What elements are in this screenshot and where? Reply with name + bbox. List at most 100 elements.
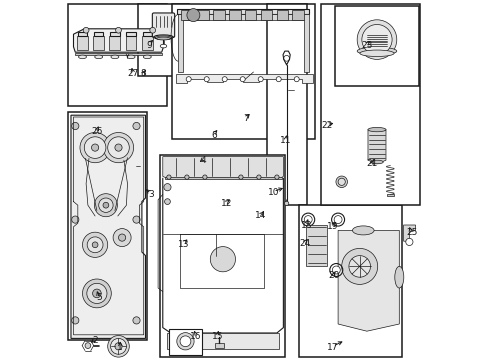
Bar (142, 36, 152, 50)
Text: 4: 4 (200, 156, 205, 165)
Bar (215, 343, 223, 348)
Bar (68, 4, 167, 106)
Text: 19: 19 (326, 222, 338, 231)
Circle shape (72, 216, 79, 223)
Text: 26: 26 (91, 127, 102, 136)
Bar (299, 205, 401, 357)
Circle shape (332, 266, 340, 274)
Ellipse shape (143, 55, 151, 59)
Text: 10: 10 (267, 188, 279, 197)
Circle shape (82, 232, 107, 257)
Circle shape (210, 247, 235, 272)
Circle shape (204, 77, 209, 82)
Circle shape (92, 289, 101, 298)
Circle shape (94, 194, 117, 217)
Circle shape (256, 175, 261, 179)
Text: 5: 5 (96, 292, 102, 302)
Ellipse shape (160, 44, 166, 48)
Polygon shape (197, 10, 208, 20)
Circle shape (356, 20, 396, 59)
Bar (93, 36, 104, 50)
Polygon shape (367, 130, 385, 164)
Ellipse shape (156, 37, 170, 40)
Text: 18: 18 (300, 220, 311, 230)
Polygon shape (75, 53, 162, 55)
Polygon shape (176, 74, 312, 83)
Bar (168, 329, 202, 355)
Polygon shape (228, 10, 240, 20)
Circle shape (91, 144, 99, 151)
Text: 12: 12 (221, 199, 232, 208)
Polygon shape (181, 10, 193, 20)
Circle shape (115, 343, 122, 350)
Text: 13: 13 (177, 240, 189, 249)
Circle shape (184, 175, 189, 179)
Polygon shape (244, 10, 256, 20)
Text: 21: 21 (366, 159, 377, 168)
Circle shape (82, 279, 111, 308)
Circle shape (84, 137, 106, 158)
Circle shape (85, 343, 91, 348)
Polygon shape (178, 14, 308, 72)
Circle shape (222, 77, 227, 82)
Circle shape (149, 27, 155, 33)
Circle shape (258, 77, 263, 82)
Ellipse shape (359, 50, 393, 57)
Circle shape (361, 24, 391, 55)
Circle shape (177, 333, 194, 350)
Ellipse shape (95, 55, 102, 59)
Circle shape (348, 256, 370, 277)
Ellipse shape (352, 226, 373, 235)
Circle shape (284, 201, 288, 206)
Text: 27: 27 (127, 69, 138, 78)
Circle shape (107, 137, 129, 158)
Circle shape (333, 216, 342, 224)
Circle shape (107, 336, 129, 357)
Polygon shape (260, 10, 272, 20)
Text: 3: 3 (148, 190, 153, 199)
Circle shape (133, 317, 140, 324)
Text: 17: 17 (326, 343, 338, 352)
Polygon shape (386, 194, 393, 196)
Circle shape (99, 198, 113, 212)
Circle shape (405, 238, 412, 246)
Ellipse shape (153, 35, 173, 39)
Text: 9: 9 (146, 40, 152, 49)
Text: 15: 15 (211, 332, 223, 341)
Bar (335, 6, 418, 86)
Polygon shape (163, 157, 283, 178)
Bar (125, 36, 136, 50)
Circle shape (113, 229, 131, 247)
Circle shape (337, 178, 345, 185)
Circle shape (118, 234, 125, 241)
Ellipse shape (367, 127, 385, 132)
Circle shape (166, 175, 171, 179)
Ellipse shape (394, 266, 403, 288)
Polygon shape (213, 10, 224, 20)
Text: 11: 11 (280, 136, 291, 145)
Ellipse shape (111, 55, 119, 59)
Circle shape (72, 122, 79, 130)
Polygon shape (292, 10, 303, 20)
Polygon shape (276, 10, 287, 20)
Circle shape (276, 77, 281, 82)
Circle shape (92, 242, 98, 248)
Circle shape (164, 199, 170, 204)
Ellipse shape (127, 55, 135, 59)
Circle shape (203, 175, 206, 179)
Circle shape (240, 77, 244, 82)
Polygon shape (142, 32, 152, 36)
Polygon shape (94, 32, 103, 36)
Text: 25: 25 (406, 228, 417, 237)
Bar (172, 4, 314, 139)
Text: 22: 22 (321, 122, 332, 130)
Bar (68, 112, 146, 340)
Ellipse shape (79, 55, 86, 59)
Bar (77, 36, 88, 50)
Text: 2: 2 (92, 336, 98, 345)
Circle shape (83, 27, 89, 33)
Circle shape (87, 237, 103, 253)
Text: 6: 6 (211, 130, 216, 139)
Polygon shape (71, 115, 145, 338)
Bar (109, 36, 120, 50)
